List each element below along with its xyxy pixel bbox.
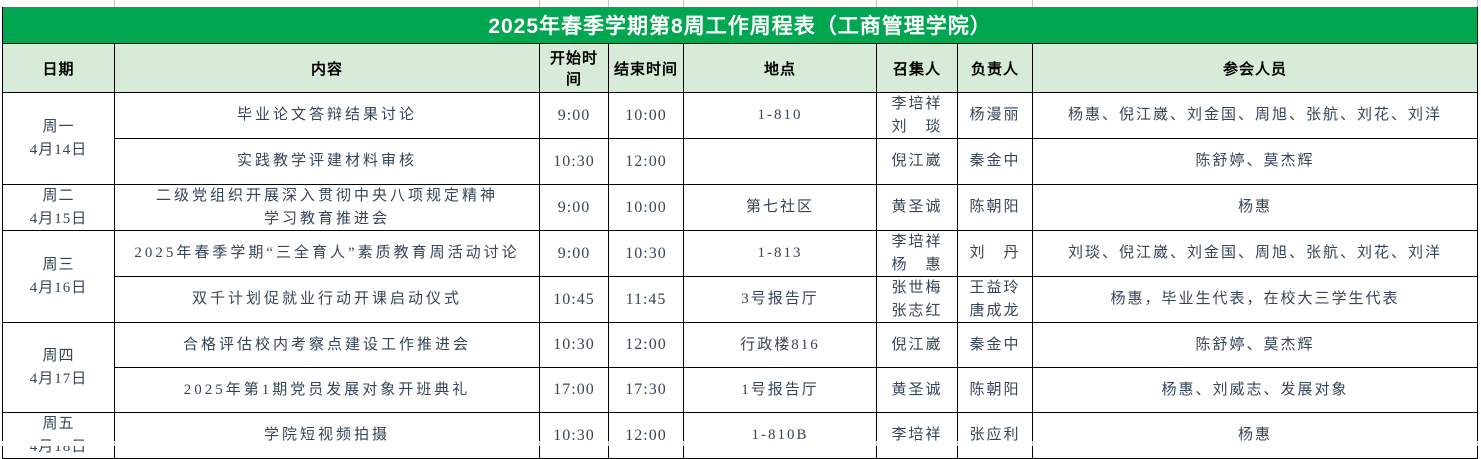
gridline (957, 441, 958, 446)
date-cell-thursday[interactable]: 周四 4月17日 (2, 322, 115, 413)
table-row: 周一 4月14日 毕业论文答辩结果讨论 9:00 10:00 1-810 李培祥… (2, 92, 1479, 185)
location-cell[interactable]: 1号报告厅 (683, 367, 877, 413)
end-time-cell[interactable]: 10:00 (608, 184, 684, 231)
gridline (683, 441, 684, 446)
date-cell-wednesday[interactable]: 周三 4月16日 (2, 230, 115, 323)
column-header-start-time[interactable]: 开始时间 (539, 43, 609, 93)
convener-cell[interactable]: 张世梅 张志红 (876, 276, 958, 323)
participants-cell[interactable]: 陈舒婷、莫杰辉 (1031, 138, 1479, 185)
column-header-lead[interactable]: 负责人 (957, 43, 1033, 93)
row-above-sliver (0, 0, 1481, 7)
lead-cell[interactable]: 秦金中 (957, 138, 1033, 185)
lead-cell[interactable]: 秦金中 (957, 322, 1033, 368)
gridline (876, 441, 877, 446)
end-time-cell[interactable]: 12:00 (608, 322, 684, 368)
location-cell[interactable]: 3号报告厅 (683, 276, 877, 323)
participants-cell[interactable]: 刘琰、倪江崴、刘金国、周旭、张航、刘花、刘洋 (1031, 230, 1479, 277)
start-time-cell[interactable]: 9:00 (539, 184, 609, 231)
gridline (1032, 441, 1033, 446)
location-cell[interactable]: 第七社区 (683, 184, 877, 231)
participants-cell[interactable]: 杨惠 (1031, 412, 1479, 459)
location-cell[interactable] (683, 138, 877, 185)
location-cell[interactable]: 1-810 (683, 92, 877, 139)
column-header-participants[interactable]: 参会人员 (1031, 43, 1479, 93)
table-row: 周三 4月16日 2025年春季学期“三全育人”素质教育周活动讨论 9:00 1… (2, 230, 1479, 323)
content-cell[interactable]: 毕业论文答辩结果讨论 (114, 92, 540, 139)
schedule-table: 2025年春季学期第8周工作周程表（工商管理学院） 日期 内容 开始时间 结束时… (1, 7, 1479, 459)
content-cell[interactable]: 双千计划促就业行动开课启动仪式 (114, 276, 540, 323)
convener-cell[interactable]: 黄圣诚 (876, 184, 958, 231)
lead-cell[interactable]: 陈朝阳 (957, 184, 1033, 231)
location-cell[interactable]: 1-813 (683, 230, 877, 277)
table-row: 周二 4月15日 二级党组织开展深入贯彻中央八项规定精神 学习教育推进会 9:0… (2, 184, 1479, 231)
location-cell[interactable]: 行政楼816 (683, 322, 877, 368)
start-time-cell[interactable]: 17:00 (539, 367, 609, 413)
content-cell[interactable]: 实践教学评建材料审核 (114, 138, 540, 185)
end-time-cell[interactable]: 11:45 (608, 276, 684, 323)
content-cell[interactable]: 合格评估校内考察点建设工作推进会 (114, 322, 540, 368)
lead-cell[interactable]: 陈朝阳 (957, 367, 1033, 413)
lead-cell[interactable]: 刘 丹 (957, 230, 1033, 277)
column-header-end-time[interactable]: 结束时间 (608, 43, 684, 93)
content-cell[interactable]: 2025年春季学期“三全育人”素质教育周活动讨论 (114, 230, 540, 277)
column-header-location[interactable]: 地点 (683, 43, 877, 93)
end-time-cell[interactable]: 10:30 (608, 230, 684, 277)
table-row: 2025年第1期党员发展对象开班典礼 17:00 17:30 1号报告厅 黄圣诚… (3, 367, 1479, 413)
gridline (114, 441, 115, 446)
convener-cell[interactable]: 李培祥 杨 惠 (876, 230, 958, 277)
content-cell[interactable]: 2025年第1期党员发展对象开班典礼 (114, 367, 540, 413)
convener-cell[interactable]: 李培祥 刘 琰 (876, 92, 958, 139)
lead-cell[interactable]: 王益玲 唐成龙 (957, 276, 1033, 323)
gridline (539, 441, 540, 446)
gridline (876, 0, 877, 7)
participants-cell[interactable]: 杨惠 (1031, 184, 1479, 231)
column-header-date[interactable]: 日期 (2, 43, 115, 93)
gridline (1477, 0, 1478, 7)
end-time-cell[interactable]: 10:00 (608, 92, 684, 139)
start-time-cell[interactable]: 10:30 (539, 412, 609, 459)
content-cell[interactable]: 学院短视频拍摄 (114, 412, 540, 459)
gridline (957, 0, 958, 7)
convener-cell[interactable]: 倪江崴 (876, 138, 958, 185)
gridline (114, 0, 115, 7)
start-time-cell[interactable]: 9:00 (539, 92, 609, 139)
start-time-cell[interactable]: 10:45 (539, 276, 609, 323)
participants-cell[interactable]: 杨惠、刘威志、发展对象 (1031, 367, 1479, 413)
gridline (683, 0, 684, 7)
convener-cell[interactable]: 李培祥 (876, 412, 958, 459)
row-below-sliver (0, 441, 1481, 446)
gridline (608, 441, 609, 446)
participants-cell[interactable]: 陈舒婷、莫杰辉 (1031, 322, 1479, 368)
table-row: 双千计划促就业行动开课启动仪式 10:45 11:45 3号报告厅 张世梅 张志… (3, 276, 1479, 323)
gridline (1032, 0, 1033, 7)
table-row: 周五 4月18日 学院短视频拍摄 10:30 12:00 1-810B 李培祥 … (2, 412, 1479, 459)
table-row: 实践教学评建材料审核 10:30 12:00 倪江崴 秦金中 陈舒婷、莫杰辉 (3, 138, 1479, 185)
convener-cell[interactable]: 倪江崴 (876, 322, 958, 368)
participants-cell[interactable]: 杨惠、倪江崴、刘金国、周旭、张航、刘花、刘洋 (1031, 92, 1479, 139)
convener-cell[interactable]: 黄圣诚 (876, 367, 958, 413)
content-cell[interactable]: 二级党组织开展深入贯彻中央八项规定精神 学习教育推进会 (114, 184, 540, 231)
location-cell[interactable]: 1-810B (683, 412, 877, 459)
column-header-content[interactable]: 内容 (114, 43, 540, 93)
end-time-cell[interactable]: 12:00 (608, 138, 684, 185)
participants-cell[interactable]: 杨惠，毕业生代表，在校大三学生代表 (1031, 276, 1479, 323)
column-header-convener[interactable]: 召集人 (876, 43, 958, 93)
date-cell-friday[interactable]: 周五 4月18日 (2, 412, 115, 459)
start-time-cell[interactable]: 10:30 (539, 322, 609, 368)
table-title[interactable]: 2025年春季学期第8周工作周程表（工商管理学院） (1, 7, 1479, 44)
start-time-cell[interactable]: 10:30 (539, 138, 609, 185)
lead-cell[interactable]: 张应利 (957, 412, 1033, 459)
gridline (1477, 441, 1478, 446)
table-row: 周四 4月17日 合格评估校内考察点建设工作推进会 10:30 12:00 行政… (2, 322, 1479, 413)
gridline (539, 0, 540, 7)
end-time-cell[interactable]: 12:00 (608, 412, 684, 459)
date-cell-monday[interactable]: 周一 4月14日 (2, 92, 115, 185)
gridline (608, 0, 609, 7)
end-time-cell[interactable]: 17:30 (608, 367, 684, 413)
date-cell-tuesday[interactable]: 周二 4月15日 (2, 184, 115, 231)
lead-cell[interactable]: 杨漫丽 (957, 92, 1033, 139)
start-time-cell[interactable]: 9:00 (539, 230, 609, 277)
